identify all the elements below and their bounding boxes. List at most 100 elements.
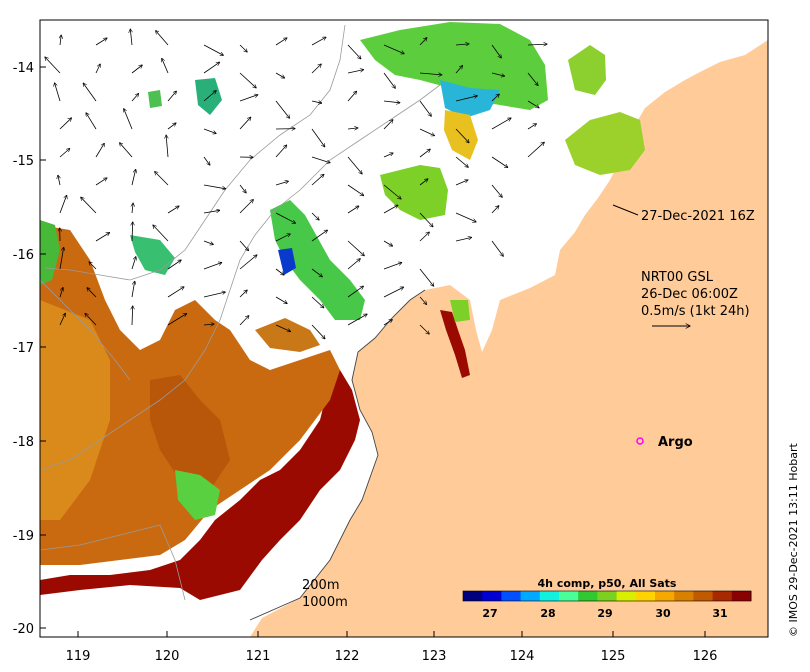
current-vector <box>347 240 364 256</box>
current-vector <box>131 281 135 298</box>
current-vector <box>59 313 65 326</box>
current-vector <box>203 263 222 270</box>
current-vector <box>383 320 392 326</box>
current-vector <box>275 268 284 275</box>
current-vector <box>59 195 67 214</box>
colorbar-label: 31 <box>712 607 727 620</box>
lat-tick-label: -20 <box>13 622 34 637</box>
lon-tick-label: 124 <box>510 649 535 664</box>
colorbar: 4h comp, p50, All Sats 27 28 29 30 31 <box>462 577 752 620</box>
current-vector <box>419 128 435 136</box>
current-vector <box>239 44 247 52</box>
current-vector <box>347 286 364 298</box>
sst-field <box>40 22 645 637</box>
lon-tick-label: 125 <box>601 649 626 664</box>
current-vector <box>419 73 442 75</box>
current-vector <box>131 65 142 74</box>
longitude-axis: 119 120 121 122 123 124 125 126 <box>66 631 718 664</box>
current-vector <box>419 179 428 186</box>
current-vector <box>132 203 133 214</box>
lat-tick-label: -19 <box>13 529 34 544</box>
current-vector <box>203 210 220 214</box>
colorbar-swatch <box>655 591 675 601</box>
current-vector <box>81 197 97 214</box>
current-vector <box>203 62 220 74</box>
current-vector <box>347 206 359 214</box>
current-vector <box>55 83 61 102</box>
colorbar-swatch <box>482 591 502 601</box>
current-vector <box>419 324 429 334</box>
current-vector <box>239 240 249 251</box>
current-vector <box>383 184 401 199</box>
current-vector <box>383 153 393 158</box>
current-vector <box>167 123 176 130</box>
current-vector <box>311 156 330 163</box>
current-vector <box>59 247 64 270</box>
current-vector <box>45 57 61 74</box>
current-vector <box>455 66 463 74</box>
colorbar-swatches <box>463 591 752 601</box>
colorbar-swatch <box>635 591 656 601</box>
current-vector <box>239 117 251 130</box>
current-vector <box>166 135 168 158</box>
current-vector <box>59 288 63 298</box>
current-vector <box>383 101 400 103</box>
latitude-axis: -14 -15 -16 -17 -18 -19 -20 <box>13 61 46 637</box>
lat-tick-label: -15 <box>13 154 34 169</box>
current-vector <box>275 100 290 118</box>
current-vector <box>419 212 433 227</box>
current-vector <box>527 44 547 45</box>
current-vector <box>167 91 176 102</box>
current-vector <box>131 257 136 270</box>
current-vector <box>120 143 133 158</box>
current-vector <box>527 72 538 86</box>
current-vector <box>311 230 328 242</box>
current-vector <box>95 38 107 46</box>
current-vector <box>347 44 361 59</box>
current-vector <box>383 120 393 130</box>
colorbar-label: 29 <box>597 607 612 620</box>
current-vector <box>275 72 285 78</box>
current-vector <box>311 296 324 308</box>
colorbar-swatch <box>693 591 714 601</box>
land <box>250 20 768 637</box>
current-vector <box>311 212 319 220</box>
current-vector <box>491 72 505 76</box>
current-vector <box>383 287 404 298</box>
current-vector <box>95 178 107 186</box>
current-vector <box>130 29 132 46</box>
current-vector <box>347 70 364 74</box>
current-vector <box>419 149 430 158</box>
timestamp-leader <box>612 204 639 216</box>
current-vector <box>203 292 225 298</box>
lon-tick-label: 126 <box>693 649 718 664</box>
current-vector <box>347 91 357 102</box>
lat-tick-label: -16 <box>13 248 34 263</box>
current-vector <box>131 169 136 186</box>
current-vector <box>59 149 70 158</box>
current-vector <box>203 240 213 245</box>
current-vector <box>527 100 539 108</box>
colorbar-label: 30 <box>655 607 671 620</box>
current-vector <box>311 101 322 103</box>
current-vector <box>383 205 398 214</box>
argo-label: Argo <box>658 435 693 450</box>
current-vector <box>347 156 362 174</box>
current-vector <box>275 38 287 46</box>
lon-tick-label: 119 <box>66 649 91 664</box>
current-vector <box>203 324 214 325</box>
current-vector <box>95 233 110 242</box>
current-vector <box>275 181 288 186</box>
current-vector <box>455 156 468 167</box>
lon-tick-label: 123 <box>422 649 447 664</box>
lon-tick-label: 120 <box>155 649 180 664</box>
current-vector <box>203 128 216 134</box>
current-vector <box>311 37 326 46</box>
current-vector <box>419 100 431 116</box>
colorbar-swatch <box>539 591 560 601</box>
current-vector <box>455 128 469 143</box>
current-vector <box>347 259 360 270</box>
current-vector <box>239 72 256 88</box>
current-vector <box>167 260 181 270</box>
current-vector <box>132 222 133 242</box>
